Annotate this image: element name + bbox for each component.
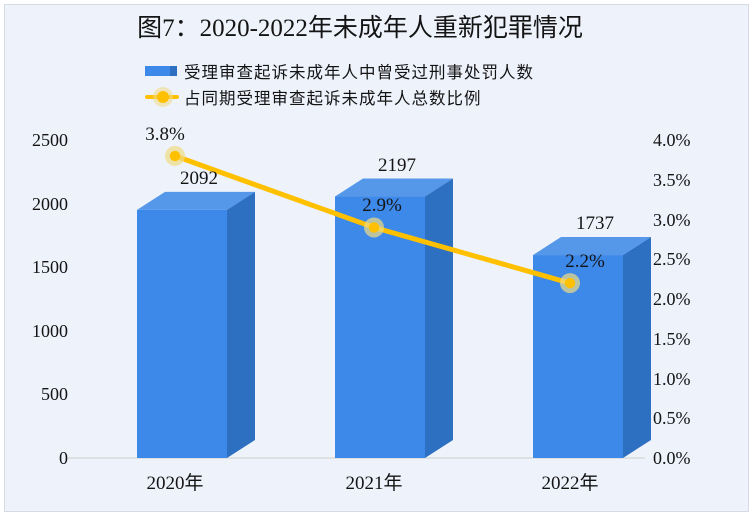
- bar-side-2022年: [623, 237, 651, 458]
- bar-swatch-side: [170, 66, 177, 76]
- left-axis-tick-2000: 2000: [32, 193, 68, 214]
- bar-legend-swatch: [145, 66, 177, 76]
- left-axis-tick-2500: 2500: [32, 130, 68, 150]
- left-axis-tick-1500: 1500: [32, 257, 68, 278]
- line-point-label-2020年: 3.8%: [145, 123, 185, 145]
- line-marker-2022年: [564, 277, 576, 289]
- legend-item-bar: 受理审查起诉未成年人中曾受过刑事处罚人数: [145, 60, 534, 82]
- line-swatch-marker: [157, 91, 169, 103]
- x-axis-label-2022年: 2022年: [541, 473, 599, 494]
- bar-side-2021年: [425, 178, 453, 458]
- bar-2020年: [137, 209, 227, 458]
- right-axis-tick-3.0%: 3.0%: [653, 209, 691, 230]
- line-marker-2021年: [368, 222, 380, 233]
- line-point-label-2021年: 2.9%: [362, 195, 402, 217]
- line-marker-2020年: [169, 150, 181, 162]
- legend-label-bar: 受理审查起诉未成年人中曾受过刑事处罚人数: [184, 63, 534, 82]
- bar-top-2021年: [335, 178, 453, 197]
- right-axis-tick-1.5%: 1.5%: [653, 328, 691, 349]
- bar-value-label-2022年: 1737: [576, 213, 614, 235]
- right-axis-tick-1.0%: 1.0%: [653, 368, 691, 389]
- bar-swatch-front: [145, 66, 170, 76]
- legend-item-line: 占同期受理审查起诉未成年人总数比例: [145, 86, 482, 108]
- bar-value-label-2021年: 2197: [378, 154, 416, 176]
- legend-label-line: 占同期受理审查起诉未成年人总数比例: [184, 89, 482, 108]
- x-axis-label-2021年: 2021年: [345, 473, 403, 494]
- right-axis-tick-3.5%: 3.5%: [653, 169, 691, 190]
- left-axis-tick-500: 500: [41, 384, 68, 405]
- left-axis-tick-1000: 1000: [32, 320, 68, 341]
- bar-value-label-2020年: 2092: [180, 167, 218, 189]
- right-axis-tick-0.5%: 0.5%: [653, 408, 691, 429]
- line-point-label-2022年: 2.2%: [565, 251, 605, 273]
- x-axis-label-2020年: 2020年: [146, 473, 204, 494]
- left-axis-tick-0: 0: [59, 448, 68, 468]
- right-axis-tick-4.0%: 4.0%: [653, 130, 691, 150]
- bar-top-2020年: [137, 191, 255, 210]
- line-legend-swatch: [145, 86, 179, 108]
- bar-top-2022年: [533, 237, 651, 256]
- bar-side-2020年: [227, 191, 255, 459]
- right-axis-tick-0.0%: 0.0%: [653, 448, 691, 468]
- chart-title: 图7：2020-2022年未成年人重新犯罪情况: [137, 15, 583, 42]
- right-axis-tick-2.5%: 2.5%: [653, 249, 691, 270]
- right-axis-tick-2.0%: 2.0%: [653, 289, 691, 309]
